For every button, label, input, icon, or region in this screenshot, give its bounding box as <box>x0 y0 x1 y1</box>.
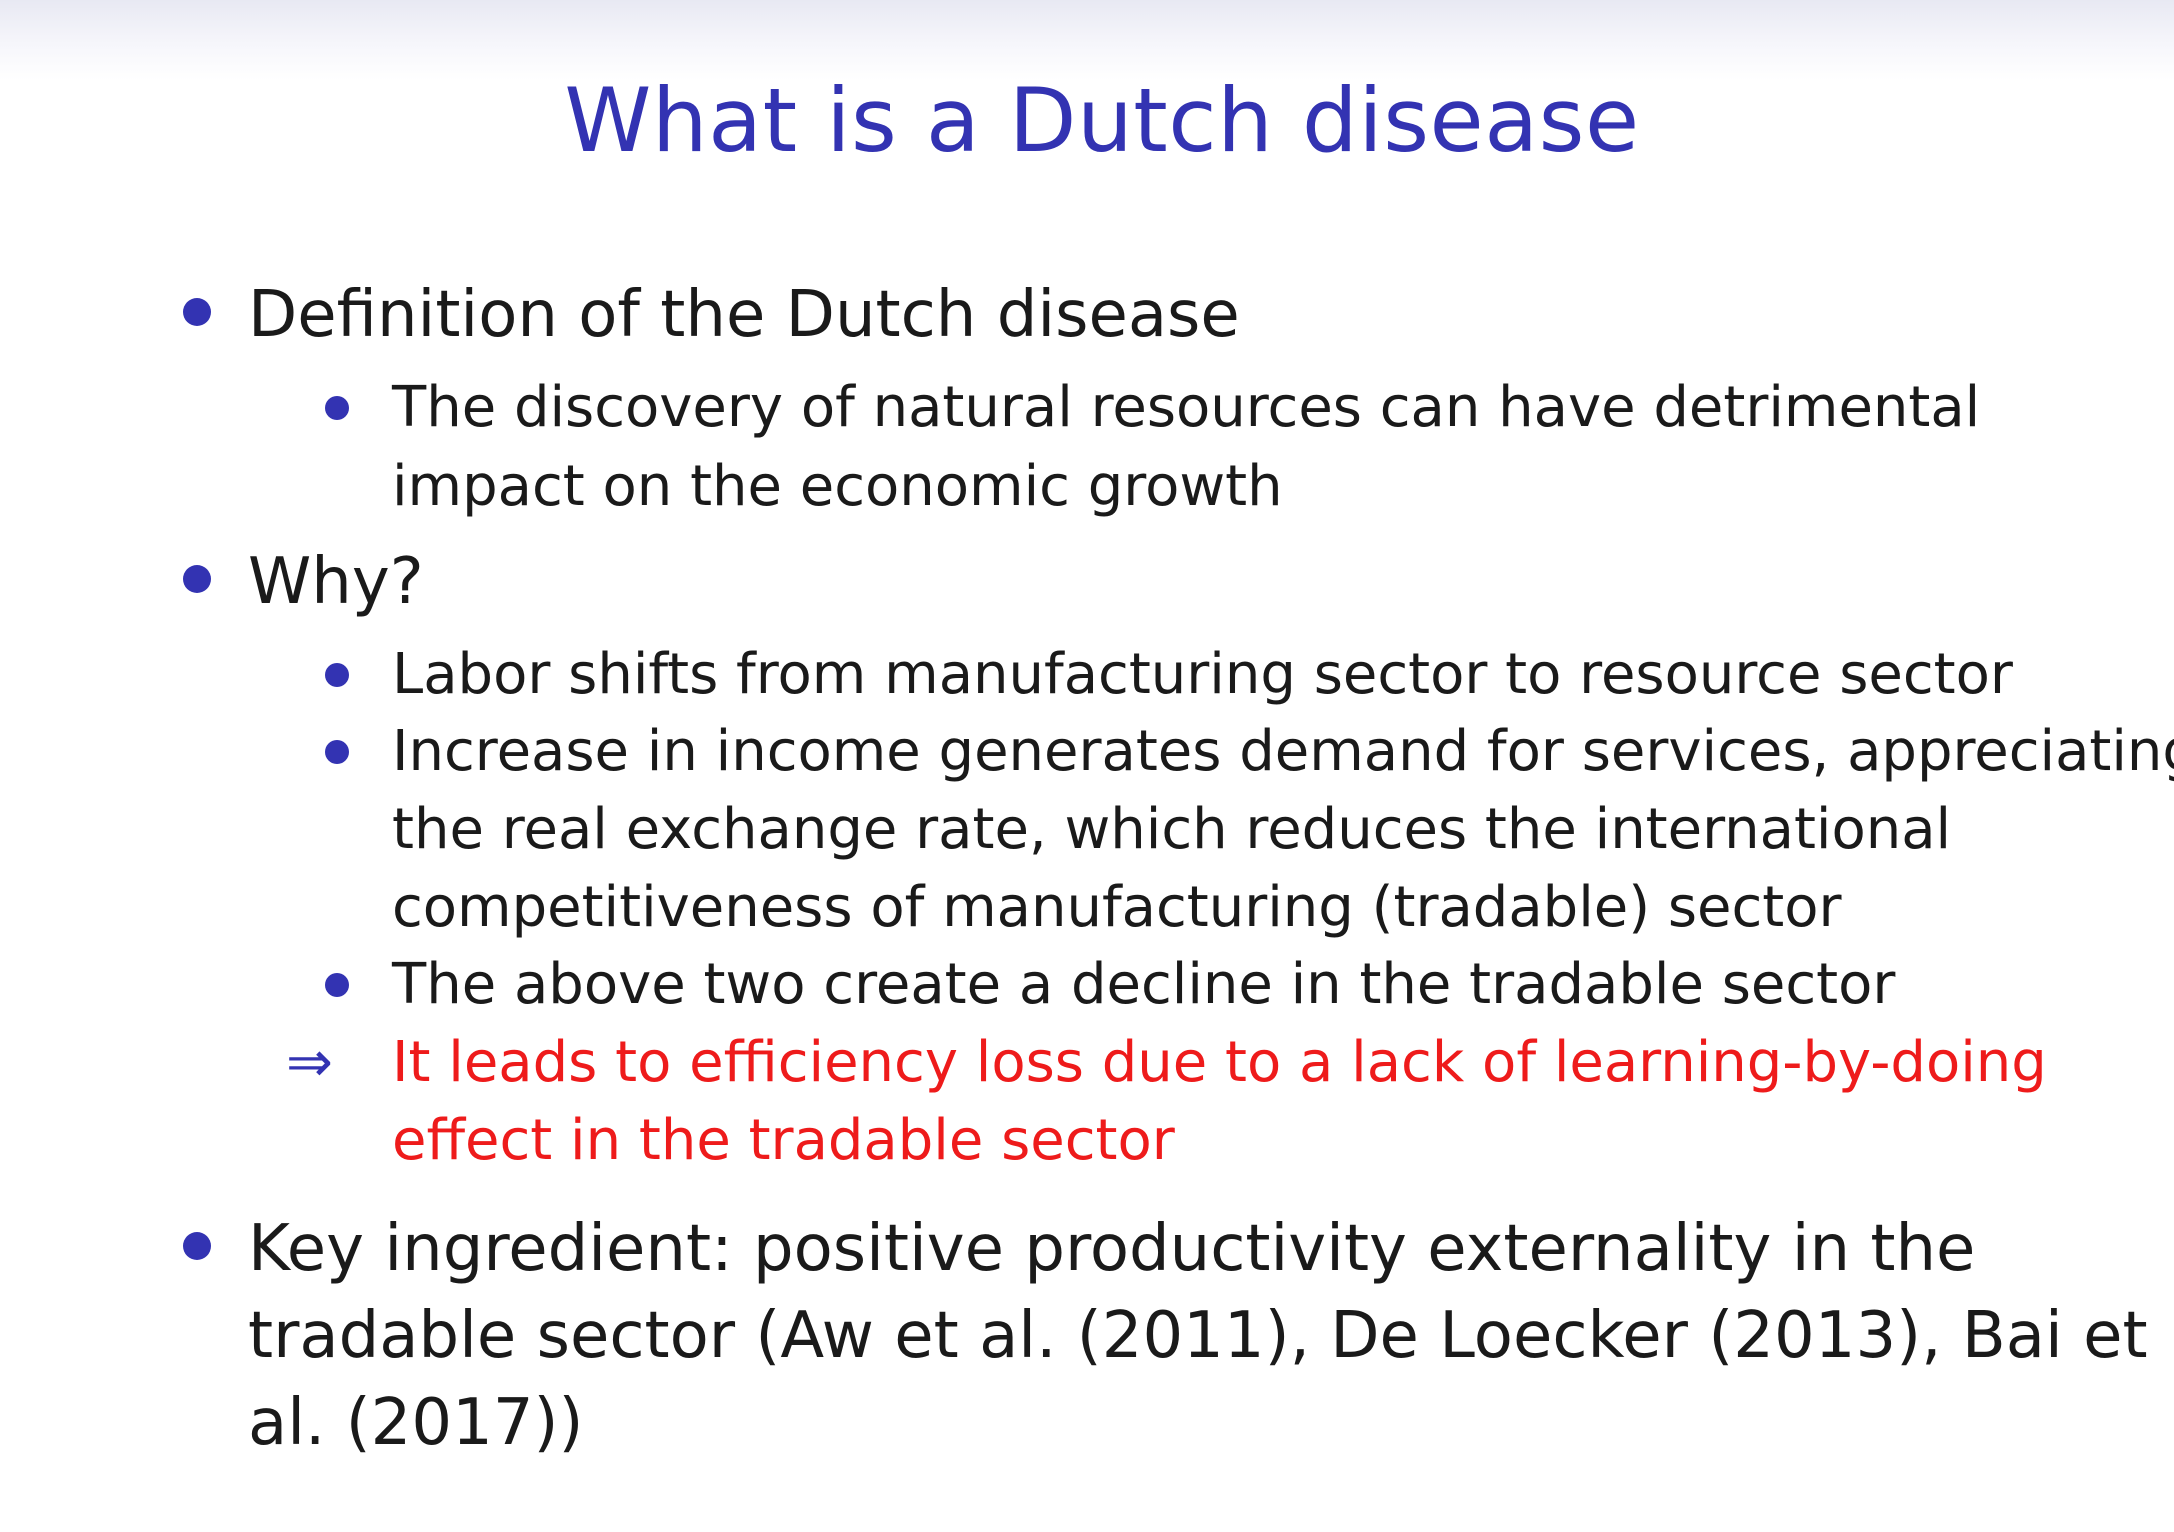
bullet-item-why: Why? <box>248 545 424 619</box>
sub-item-line: Labor shifts from manufacturing sector t… <box>392 642 2013 707</box>
sub-item-line: competitiveness of manufacturing (tradab… <box>392 875 1842 940</box>
sub-item-line: The above two create a decline in the tr… <box>392 952 1896 1017</box>
header-band <box>0 0 2174 80</box>
sub-bullet-dot <box>325 663 349 687</box>
bullet-item-key-ingredient: tradable sector (Aw et al. (2011), De Lo… <box>248 1299 2148 1373</box>
sub-bullet-dot <box>325 396 349 420</box>
sub-bullet-dot <box>325 973 349 997</box>
implication-line: effect in the tradable sector <box>392 1108 1175 1173</box>
bullet-dot <box>183 565 211 593</box>
implies-arrow-icon: ⇒ <box>286 1030 333 1095</box>
bullet-dot <box>183 298 211 326</box>
bullet-dot <box>183 1232 211 1260</box>
sub-item-line: Increase in income generates demand for … <box>392 719 2174 784</box>
implication-line: It leads to efficiency loss due to a lac… <box>392 1030 2047 1095</box>
sub-item-line: impact on the economic growth <box>392 454 1283 519</box>
sub-item-line: The discovery of natural resources can h… <box>392 375 1981 440</box>
bullet-item-key-ingredient: al. (2017)) <box>248 1386 584 1460</box>
sub-bullet-dot <box>325 740 349 764</box>
slide-title: What is a Dutch disease <box>564 69 1640 172</box>
bullet-item-definition: Definition of the Dutch disease <box>248 278 1240 352</box>
bullet-item-key-ingredient: Key ingredient: positive productivity ex… <box>248 1212 1976 1286</box>
sub-item-line: the real exchange rate, which reduces th… <box>392 797 1952 862</box>
